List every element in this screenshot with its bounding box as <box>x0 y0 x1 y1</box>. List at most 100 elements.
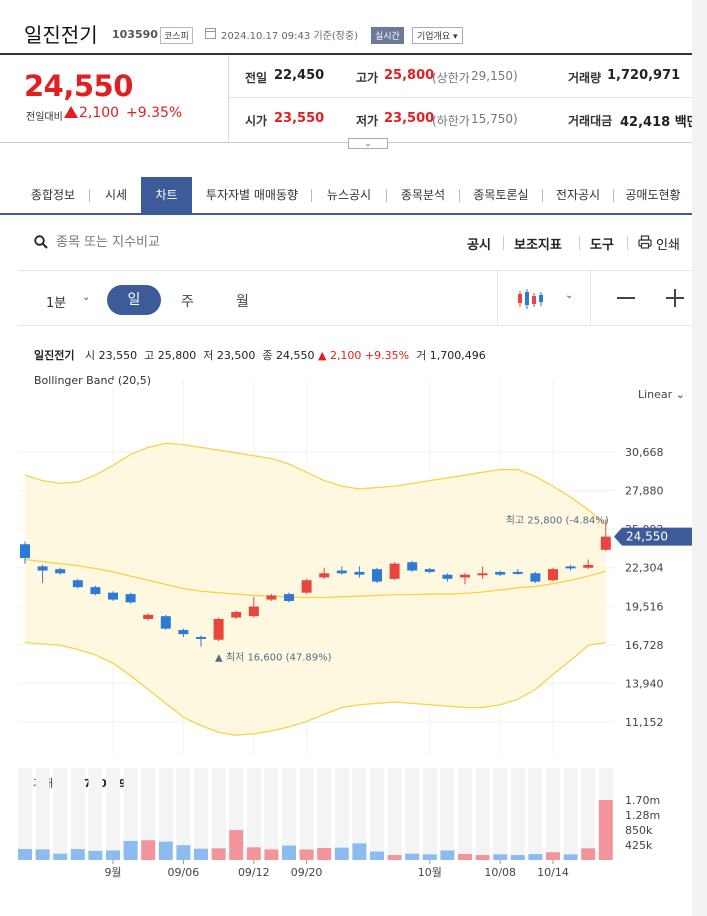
candle-body <box>248 606 259 617</box>
candlestick-chart-icon[interactable] <box>517 287 545 311</box>
interval-week-button[interactable]: 주 <box>181 294 194 310</box>
tab-investor-trading[interactable]: 투자자별 매매동향 <box>205 188 299 202</box>
stock-panel: 일진전기 103590 코스피 2024.10.17 09:43 기준(장중) … <box>0 0 692 916</box>
candle-body <box>336 570 347 574</box>
interval-day-button[interactable]: 일 <box>107 285 161 315</box>
volume-bar-bg <box>35 768 50 860</box>
tab-chart[interactable]: 차트 <box>141 177 192 213</box>
change-label: 전일대비 <box>26 112 63 123</box>
up-triangle-icon <box>64 106 78 118</box>
datetime-value: 2024.10.17 09:43 <box>221 31 311 42</box>
volume-bar <box>35 849 50 860</box>
interval-month-button[interactable]: 월 <box>236 294 249 310</box>
info-low-label: 저 <box>203 349 214 362</box>
divider <box>503 236 504 250</box>
tab-discussion[interactable]: 종목토론실 <box>473 188 529 202</box>
volume-bar-bg <box>264 768 279 860</box>
x-tick-label: 10/08 <box>484 866 516 879</box>
scale-select[interactable]: Linear ⌄ <box>638 388 685 401</box>
bollinger-middle-line <box>24 558 606 599</box>
low-label: 저가 <box>356 114 379 128</box>
amount-value: 42,418 백만 <box>620 115 692 130</box>
candle-body <box>354 571 365 575</box>
volume-bar <box>528 854 543 860</box>
volume-bar-bg <box>458 768 472 860</box>
volume-bar <box>299 849 314 860</box>
printer-icon[interactable] <box>638 235 652 249</box>
candle-body <box>231 612 242 618</box>
chevron-down-icon: ⌄ <box>364 139 372 148</box>
tab-disclosure[interactable]: 전자공시 <box>555 188 601 202</box>
volume-bar <box>53 853 68 860</box>
search-input[interactable] <box>56 232 316 252</box>
chevron-down-icon[interactable]: ⌄ <box>82 292 91 303</box>
candle-body <box>495 571 506 575</box>
price-change-percent: +9.35% <box>126 105 183 121</box>
volume-bar-bg <box>475 768 490 860</box>
open-value: 23,550 <box>274 111 325 126</box>
volume-bar <box>405 853 420 860</box>
chevron-down-icon[interactable]: ⌄ <box>565 290 574 301</box>
candle-body <box>178 630 189 635</box>
ohlc-info: 일진전기 시 23,550 고 25,800 저 23,500 종 24,550… <box>34 347 486 363</box>
collapse-button[interactable]: ⌄ <box>348 138 388 149</box>
y-tick-label: 30,668 <box>625 446 664 459</box>
indicator-button[interactable]: 보조지표 <box>514 238 562 253</box>
candle-body <box>37 566 48 571</box>
tab-separator <box>311 189 312 202</box>
chevron-down-icon: ⌄ <box>675 388 685 401</box>
volume-bar-bg <box>493 768 508 860</box>
disclosure-button[interactable]: 공시 <box>467 238 491 253</box>
tab-quotes[interactable]: 시세 <box>104 188 128 202</box>
calendar-icon <box>205 28 216 39</box>
tab-overview[interactable]: 종합정보 <box>30 188 76 202</box>
interval-minute-select[interactable]: 1분 <box>46 296 67 311</box>
tools-button[interactable]: 도구 <box>590 238 614 253</box>
zoom-out-icon[interactable] <box>617 297 635 299</box>
y-tick-label: 19,516 <box>625 600 664 613</box>
volume-bar <box>141 840 156 860</box>
volume-bar <box>422 854 437 860</box>
volume-bar <box>510 855 525 860</box>
volume-bar-bg <box>299 768 314 860</box>
search-icon[interactable] <box>34 235 48 249</box>
candle-body <box>160 616 171 629</box>
prev-close-label: 전일 <box>245 71 268 85</box>
tab-separator <box>386 189 387 202</box>
x-tick-label: 09/12 <box>238 866 270 879</box>
upper-limit-label: (상한가 <box>432 71 470 85</box>
tab-short-selling[interactable]: 공매도현황 <box>625 188 681 202</box>
print-button[interactable]: 인쇄 <box>656 238 680 253</box>
info-name: 일진전기 <box>34 349 75 362</box>
tab-news[interactable]: 뉴스공시 <box>326 188 372 202</box>
volume-bar <box>458 854 472 860</box>
price-chart[interactable]: 30,66827,88025,09222,30419,51616,72813,9… <box>0 380 692 755</box>
volume-bar-bg <box>317 768 332 860</box>
volume-bar-bg <box>422 768 437 860</box>
candle-body <box>389 563 400 579</box>
volume-bar-bg <box>211 768 226 860</box>
candle-body <box>108 592 118 600</box>
zoom-in-icon[interactable] <box>674 289 676 307</box>
candle-body <box>424 569 435 572</box>
current-price: 24,550 <box>24 69 133 103</box>
y-tick-label: 22,304 <box>625 562 664 575</box>
volume-bar-bg <box>88 768 103 860</box>
divider <box>228 55 229 142</box>
volume-bar <box>229 830 244 860</box>
divider <box>627 236 628 250</box>
info-change: ▲ 2,100 +9.35% <box>317 349 410 362</box>
volume-bar <box>176 845 191 860</box>
lower-limit-value: 15,750) <box>471 112 518 126</box>
volume-bar-bg <box>581 768 596 860</box>
info-low: 23,500 <box>216 349 256 362</box>
company-overview-button[interactable]: 기업개요 ▾ <box>412 27 463 44</box>
volume-bar <box>387 855 402 860</box>
lower-limit-label: (하한가 <box>432 114 470 128</box>
volume-bar <box>264 849 279 860</box>
indicator-label: Bollinger Band (20,5) <box>34 374 151 387</box>
tab-analysis[interactable]: 종목분석 <box>400 188 446 202</box>
volume-bar <box>546 852 560 860</box>
realtime-button[interactable]: 실시간 <box>371 27 404 44</box>
volume-tick-label: 1.70m <box>625 794 660 807</box>
